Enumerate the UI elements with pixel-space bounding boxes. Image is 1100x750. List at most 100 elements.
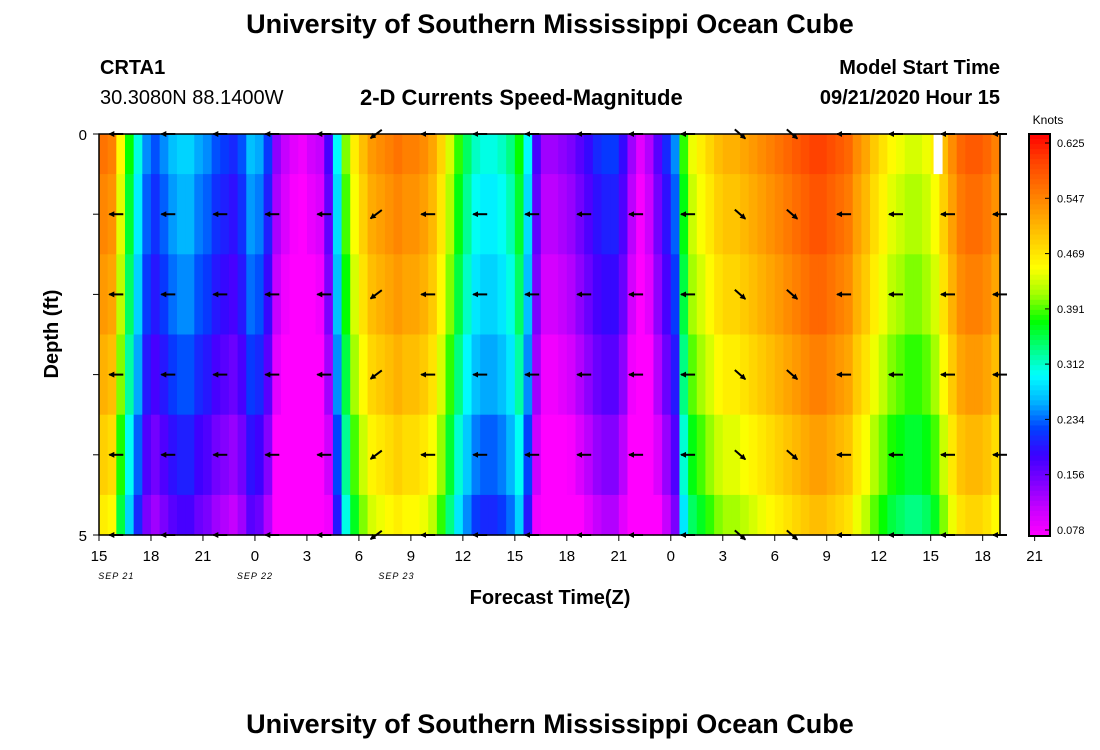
heatmap-cell — [211, 134, 221, 175]
heatmap-cell — [202, 494, 213, 536]
colorbar-segment — [1029, 350, 1050, 356]
colorbar-segment — [1029, 319, 1050, 326]
heatmap-cell — [228, 174, 239, 255]
heatmap-cell — [402, 174, 412, 255]
colorbar-segment — [1029, 365, 1050, 371]
heatmap-cell — [142, 494, 152, 536]
heatmap-cell — [662, 494, 672, 536]
heatmap-cell — [341, 334, 351, 416]
colorbar-segment — [1029, 455, 1050, 462]
heatmap-cell — [974, 174, 984, 255]
heatmap-cell — [523, 494, 533, 536]
heatmap-cell — [185, 174, 195, 255]
colorbar-segment — [1029, 335, 1050, 341]
heatmap-cell — [419, 134, 429, 175]
heatmap-cell — [844, 134, 854, 175]
heatmap-cell — [124, 174, 135, 255]
colorbar-segment — [1029, 324, 1050, 331]
colorbar-segment — [1029, 500, 1050, 507]
colorbar-segment — [1029, 144, 1050, 150]
direction-arrow — [369, 449, 383, 460]
heatmap-cell — [852, 414, 862, 496]
heatmap-cell — [159, 494, 169, 536]
heatmap-cell — [315, 494, 325, 536]
heatmap-cell — [922, 134, 932, 175]
heatmap-cell — [610, 494, 620, 536]
colorbar-segment — [1029, 284, 1050, 291]
heatmap-cell — [540, 414, 551, 496]
heatmap-cell — [601, 414, 611, 496]
heatmap-cell — [358, 414, 369, 496]
colorbar-segment — [1029, 420, 1050, 427]
heatmap-cell — [818, 414, 828, 496]
chart-subtitle: 2-D Currents Speed-Magnitude — [360, 85, 683, 110]
heatmap-cell — [298, 334, 308, 416]
heatmap-cell — [376, 494, 386, 536]
colorbar-segment — [1029, 425, 1050, 432]
heatmap-cell — [818, 174, 828, 255]
colorbar-segment — [1029, 329, 1050, 336]
colorbar-segment — [1029, 194, 1050, 200]
heatmap-cell — [618, 134, 629, 175]
heatmap-cell — [714, 334, 724, 416]
heatmap-cell — [688, 494, 698, 536]
heatmap-cell — [350, 494, 360, 536]
heatmap-cell — [974, 334, 984, 416]
y-tick-label: 5 — [79, 528, 87, 545]
heatmap-cell — [696, 414, 707, 496]
heatmap-cell — [454, 414, 464, 496]
heatmap-cell — [835, 494, 845, 536]
colorbar-tick-label: 0.312 — [1057, 359, 1085, 371]
heatmap-cell — [246, 254, 256, 336]
heatmap-cell — [861, 254, 871, 336]
heatmap-cell — [982, 254, 992, 336]
heatmap-cell — [150, 494, 161, 536]
heatmap-cell — [878, 334, 888, 416]
heatmap-cell — [107, 494, 117, 536]
heatmap-cell — [150, 174, 161, 255]
heatmap-cell — [904, 334, 914, 416]
heatmap-cell — [142, 334, 152, 416]
heatmap-cell — [757, 134, 767, 175]
heatmap-cell — [618, 254, 629, 336]
heatmap-cell — [818, 494, 828, 536]
heatmap-cell — [809, 494, 819, 536]
heatmap-cell — [133, 134, 143, 175]
heatmap-cell — [696, 134, 707, 175]
heatmap-cell — [341, 174, 351, 255]
heatmap-cell — [367, 134, 377, 175]
heatmap-cell — [497, 334, 507, 416]
colorbar-tick-label: 0.234 — [1057, 414, 1085, 426]
heatmap-cell — [766, 414, 776, 496]
heatmap-cell — [974, 414, 984, 496]
heatmap-cell — [956, 174, 966, 255]
heatmap-cell — [306, 174, 317, 255]
heatmap-cell — [800, 254, 810, 336]
heatmap-cell — [462, 254, 473, 336]
heatmap-cell — [306, 254, 317, 336]
heatmap-cell — [436, 174, 447, 255]
heatmap-cell — [679, 134, 689, 175]
colorbar-tick-label: 0.547 — [1057, 193, 1085, 205]
colorbar-segment — [1029, 299, 1050, 306]
heatmap-cell — [462, 134, 473, 175]
heatmap-cell — [800, 494, 810, 536]
heatmap-cell — [289, 254, 299, 336]
heatmap-cell — [471, 134, 481, 175]
heatmap-cell — [402, 414, 412, 496]
heatmap-cell — [246, 334, 256, 416]
heatmap-cell — [722, 494, 733, 536]
heatmap-cell — [644, 254, 655, 336]
heatmap-cell — [748, 254, 759, 336]
colorbar-segment — [1029, 214, 1050, 221]
heatmap-cell — [705, 334, 715, 416]
colorbar-segment — [1029, 470, 1050, 477]
axes: 15 18 21 0 3 6 9 12 15 18 21 0 3 6 9 12 15 18 21 SEP 21 SEP … — [79, 127, 1043, 581]
missing-data-cell — [933, 134, 943, 175]
heatmap-cell — [246, 494, 256, 536]
heatmap-cell — [445, 414, 455, 496]
heatmap-cell — [809, 134, 819, 175]
heatmap-cell — [826, 414, 836, 496]
heatmap-cell — [861, 414, 871, 496]
heatmap-cell — [194, 254, 204, 336]
